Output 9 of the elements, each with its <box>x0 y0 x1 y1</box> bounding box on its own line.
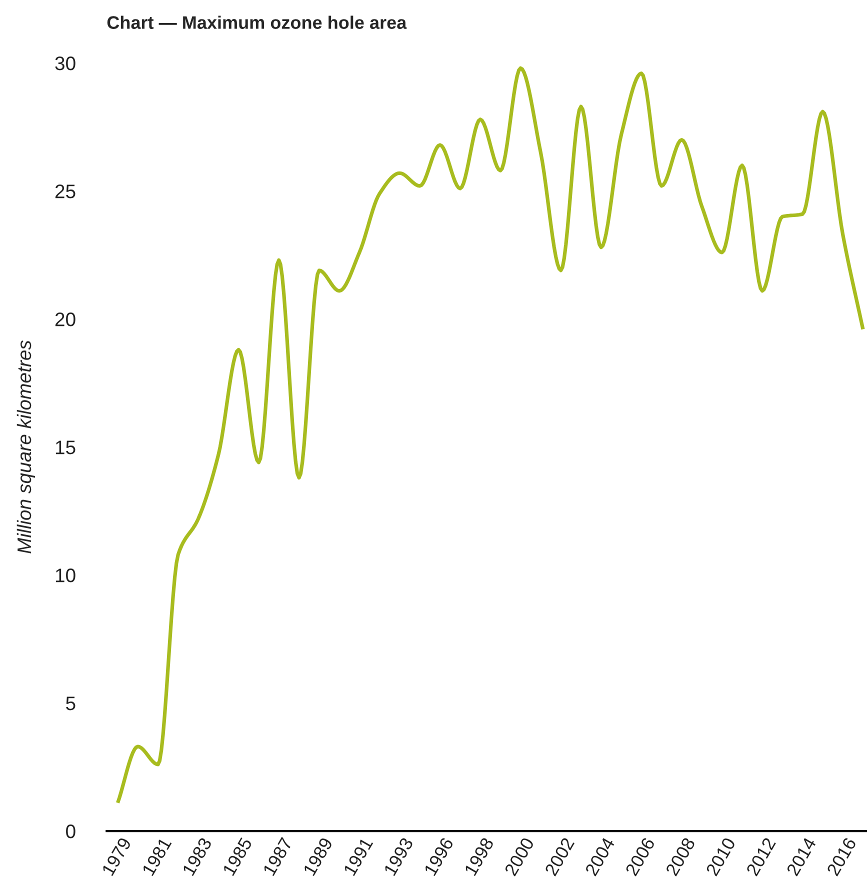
chart-title: Chart — Maximum ozone hole area <box>107 16 407 29</box>
y-tick-label: 0 <box>66 824 76 838</box>
y-tick-label: 25 <box>55 184 76 198</box>
y-tick-label: 15 <box>56 440 76 454</box>
y-tick-label: 10 <box>56 568 76 582</box>
y-axis-title: Million square kilometres <box>16 340 36 554</box>
y-tick-label: 30 <box>55 56 76 70</box>
y-tick-label: 20 <box>55 312 76 326</box>
y-tick-label: 5 <box>66 696 76 710</box>
